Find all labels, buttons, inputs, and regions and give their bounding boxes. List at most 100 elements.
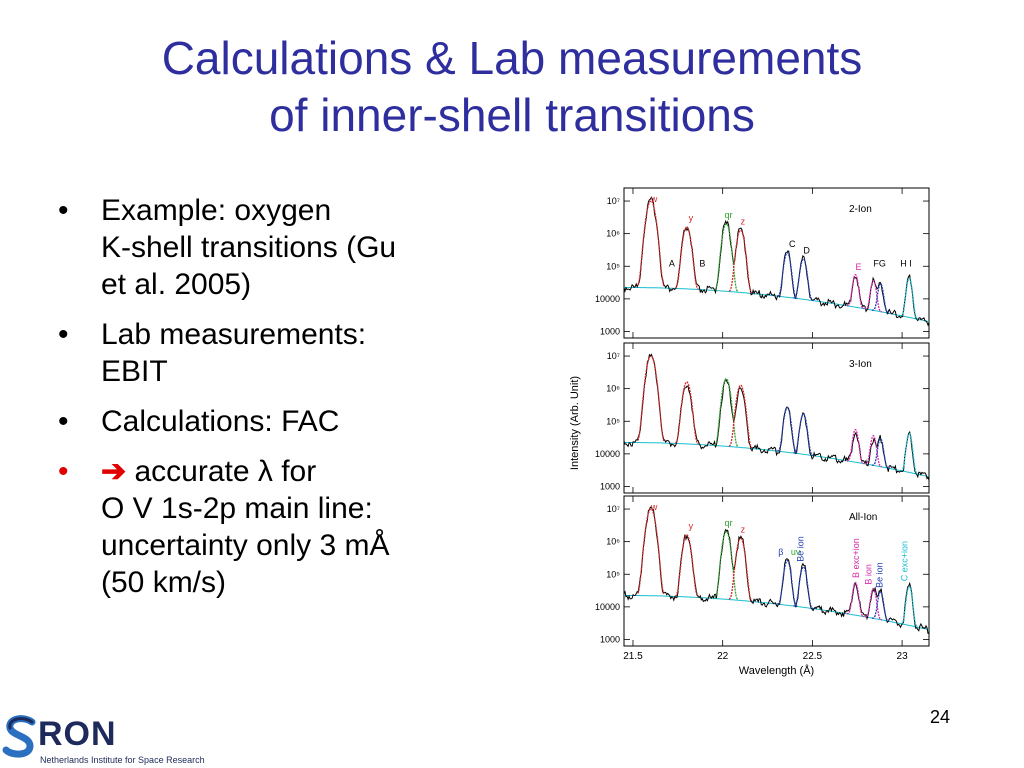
- line-label: H: [900, 258, 907, 268]
- slide-number: 24: [930, 707, 951, 727]
- panel-frame: [623, 495, 930, 647]
- sron-s-logo-icon: [2, 715, 36, 758]
- peak-model-line: [793, 566, 814, 610]
- logo-wordmark: RON: [38, 715, 117, 753]
- peak-model-line: [900, 277, 919, 320]
- y-tick-label: 10000: [595, 449, 620, 459]
- panel-frame: [623, 187, 930, 339]
- bullet-line: K-shell transitions (Gu: [101, 231, 397, 264]
- peak-model-line: [728, 229, 753, 294]
- peak-model-line: [900, 432, 919, 475]
- y-tick-label: 10⁷: [607, 351, 620, 361]
- title-line-1: Calculations & Lab measurements: [161, 32, 863, 84]
- line-label: Be ion: [874, 562, 884, 588]
- y-tick-label: 10⁷: [607, 196, 620, 206]
- line-label: β: [778, 547, 783, 557]
- peak-model-line: [777, 559, 798, 608]
- line-label: B exc+ion: [851, 538, 861, 578]
- peak-model-line: [637, 355, 665, 442]
- continuum-line: [624, 287, 930, 323]
- peak-model-line: [674, 534, 699, 598]
- y-tick-label: 10⁶: [606, 537, 620, 547]
- line-label: D: [803, 246, 810, 256]
- peak-model-line: [846, 273, 865, 310]
- line-label: z: [741, 216, 746, 226]
- line-label: FG: [873, 258, 886, 268]
- peak-model-line: [846, 581, 865, 618]
- panel-label: 3-Ion: [849, 359, 872, 370]
- x-tick-label: 22: [717, 651, 729, 662]
- line-label: qr: [724, 518, 732, 528]
- y-tick-label: 10⁷: [607, 504, 620, 514]
- bullet-line: Example: oxygen: [101, 194, 332, 227]
- panel-label: All-Ion: [849, 512, 877, 523]
- x-tick-label: 23: [897, 651, 909, 662]
- bullet-item: • ➔ accurate λ for O V 1s-2p main line: …: [58, 453, 503, 601]
- y-tick-label: 10⁶: [606, 384, 620, 394]
- x-axis-label: Wavelength (Å): [739, 664, 814, 677]
- line-label: A: [669, 258, 675, 268]
- peak-model-line: [728, 384, 753, 449]
- peak-model-line: [846, 428, 865, 465]
- bullet-line: Calculations: FAC: [101, 405, 340, 438]
- y-tick-label: 10000: [595, 602, 620, 612]
- peak-model-line: [728, 537, 753, 602]
- peak-model-line: [793, 413, 814, 457]
- y-tick-label: 10⁵: [606, 416, 620, 426]
- line-label: C: [789, 239, 796, 249]
- line-label: z: [741, 524, 746, 534]
- peak-model-line: [864, 587, 883, 621]
- peak-model-line: [871, 437, 890, 469]
- y-tick-label: 10000: [595, 294, 620, 304]
- line-label: uv: [791, 547, 801, 557]
- y-tick-label: 1000: [600, 634, 620, 644]
- y-tick-label: 10⁵: [606, 569, 620, 579]
- peak-model-line: [793, 258, 814, 302]
- y-tick-label: 10⁵: [606, 261, 620, 271]
- line-label: Be ion: [795, 536, 805, 562]
- bullet-item: • Calculations: FAC: [58, 403, 503, 440]
- y-axis-label: Intensity (Arb. Unit): [569, 376, 581, 470]
- line-label: y: [689, 521, 694, 531]
- line-label: y: [689, 213, 694, 223]
- arrow-right-icon: ➔: [101, 455, 127, 488]
- y-tick-label: 1000: [600, 326, 620, 336]
- line-label: w: [650, 502, 658, 512]
- line-label: E: [855, 262, 861, 272]
- panel-frame: [623, 342, 930, 494]
- y-tick-label: 1000: [600, 481, 620, 491]
- panel-label: 2-Ion: [849, 204, 872, 215]
- bullet-line: EBIT: [101, 355, 168, 388]
- bullet-line: accurate λ for: [134, 455, 317, 488]
- line-label: C exc+ion: [899, 541, 909, 581]
- x-tick-label: 21.5: [623, 651, 643, 662]
- line-label: w: [650, 194, 658, 204]
- peak-model-line: [871, 282, 890, 314]
- line-label: qr: [724, 210, 732, 220]
- bullet-list: • Example: oxygen K-shell transitions (G…: [58, 192, 503, 614]
- bullet-item: • Lab measurements: EBIT: [58, 316, 503, 390]
- peak-model-line: [864, 279, 883, 313]
- peak-model-line: [637, 200, 665, 287]
- peak-model-line: [864, 434, 883, 468]
- bullet-line: O V 1s-2p main line:: [101, 492, 373, 525]
- peak-model-line: [777, 406, 798, 455]
- slide-title: Calculations & Lab measurements of inner…: [40, 30, 984, 144]
- peak-model-line: [674, 226, 699, 290]
- sron-logo: RON Netherlands Institute for Space Rese…: [0, 710, 230, 768]
- line-label: B: [699, 258, 705, 268]
- bullet-item: • Example: oxygen K-shell transitions (G…: [58, 192, 503, 303]
- logo-subtitle: Netherlands Institute for Space Research: [40, 755, 205, 765]
- line-label: I: [909, 258, 912, 268]
- peak-model-line: [900, 585, 919, 628]
- title-line-2: of inner-shell transitions: [269, 89, 755, 141]
- peak-model-line: [674, 381, 699, 445]
- bullet-line: (50 km/s): [101, 566, 227, 599]
- bullet-line: et al. 2005): [101, 268, 252, 301]
- line-label: B ion: [864, 564, 874, 585]
- peak-model-line: [637, 508, 665, 595]
- peak-model-line: [777, 251, 798, 300]
- data-line: [623, 353, 930, 481]
- bullet-line: Lab measurements:: [101, 318, 367, 351]
